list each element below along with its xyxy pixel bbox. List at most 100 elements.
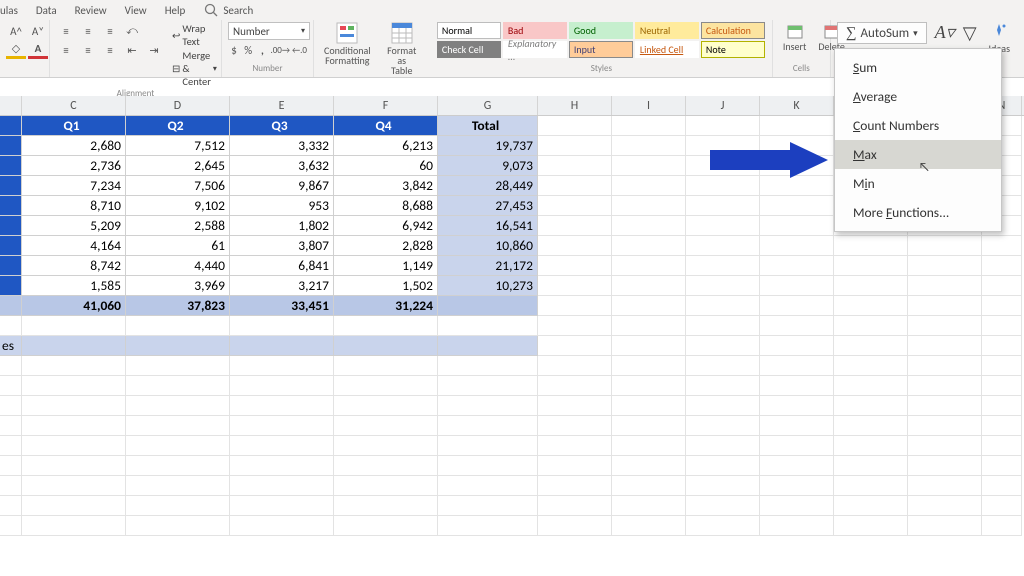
data-cell[interactable]: 8,742 <box>22 256 126 276</box>
cell-empty[interactable] <box>538 196 612 216</box>
data-cell[interactable]: 2,736 <box>22 156 126 176</box>
cell-style-neutral[interactable]: Neutral <box>635 22 699 39</box>
cell-empty[interactable] <box>760 336 834 356</box>
cell-empty[interactable] <box>686 256 760 276</box>
cell-empty[interactable] <box>760 396 834 416</box>
tab-review[interactable]: Review <box>75 4 107 17</box>
cell-empty[interactable] <box>834 276 908 296</box>
cell-empty[interactable] <box>686 116 760 136</box>
autosum-item-min[interactable]: Min <box>835 169 1001 198</box>
cell-empty[interactable] <box>760 316 834 336</box>
header-cell[interactable]: Q4 <box>334 116 438 136</box>
cell-empty[interactable] <box>760 276 834 296</box>
data-cell[interactable]: 2,828 <box>334 236 438 256</box>
total-cell[interactable]: 19,737 <box>438 136 538 156</box>
cell-empty[interactable] <box>612 376 686 396</box>
cell-empty[interactable] <box>908 396 982 416</box>
cell-empty[interactable] <box>982 396 1022 416</box>
cell-empty[interactable] <box>612 236 686 256</box>
cell-empty[interactable] <box>612 296 686 316</box>
cell-empty[interactable] <box>760 296 834 316</box>
indent-dec-icon[interactable]: ⇤ <box>122 41 142 59</box>
cell-empty[interactable] <box>982 376 1022 396</box>
cell-empty[interactable] <box>686 416 760 436</box>
merge-center-button[interactable]: ⊟Merge & Center▾ <box>172 49 217 88</box>
cell-empty[interactable] <box>612 156 686 176</box>
cell-empty[interactable] <box>982 436 1022 456</box>
cell-empty[interactable] <box>908 336 982 356</box>
cell-empty[interactable] <box>538 276 612 296</box>
cell-empty[interactable] <box>686 496 760 516</box>
cell-empty[interactable] <box>538 256 612 276</box>
cell-empty[interactable] <box>834 316 908 336</box>
cell-empty[interactable] <box>760 376 834 396</box>
header-cell[interactable]: Q2 <box>126 116 230 136</box>
data-cell[interactable]: 4,440 <box>126 256 230 276</box>
cell-empty[interactable] <box>686 236 760 256</box>
cell-empty[interactable] <box>686 516 760 536</box>
total-cell[interactable]: 28,449 <box>438 176 538 196</box>
cell-empty[interactable] <box>612 476 686 496</box>
cell-empty[interactable] <box>760 476 834 496</box>
cell-empty[interactable] <box>982 336 1022 356</box>
align-left-icon[interactable]: ≡ <box>56 41 76 59</box>
cell-style-check-cell[interactable]: Check Cell <box>437 41 501 58</box>
data-cell[interactable]: 2,680 <box>22 136 126 156</box>
cell-style-input[interactable]: Input <box>569 41 633 58</box>
cell-empty[interactable] <box>908 236 982 256</box>
cell-empty[interactable] <box>760 116 834 136</box>
cell-empty[interactable] <box>612 316 686 336</box>
align-middle-icon[interactable]: ≡ <box>78 22 98 40</box>
cell-empty[interactable] <box>686 396 760 416</box>
data-cell[interactable]: 1,149 <box>334 256 438 276</box>
cell-empty[interactable] <box>834 516 908 536</box>
cell-empty[interactable] <box>834 336 908 356</box>
data-cell[interactable]: 5,209 <box>22 216 126 236</box>
cell-empty[interactable] <box>538 436 612 456</box>
cell-empty[interactable] <box>686 476 760 496</box>
cell-empty[interactable] <box>686 336 760 356</box>
decrease-decimal-icon[interactable]: ←.0 <box>292 41 307 59</box>
number-format-dropdown[interactable]: Number▾ <box>228 22 310 40</box>
data-cell[interactable] <box>230 336 334 356</box>
cell-style-note[interactable]: Note <box>701 41 765 58</box>
decrease-font-icon[interactable]: A˅ <box>28 22 48 40</box>
cell-empty[interactable] <box>612 196 686 216</box>
cell-empty[interactable] <box>982 296 1022 316</box>
cell-empty[interactable] <box>686 436 760 456</box>
clear-filter-icon[interactable]: A▿ <box>935 22 955 43</box>
data-cell[interactable]: 7,512 <box>126 136 230 156</box>
cell-empty[interactable] <box>760 216 834 236</box>
data-cell[interactable] <box>334 336 438 356</box>
data-cell[interactable]: 7,506 <box>126 176 230 196</box>
cell-empty[interactable] <box>982 356 1022 376</box>
align-top-icon[interactable]: ≡ <box>56 22 76 40</box>
cell-style-linked-cell[interactable]: Linked Cell <box>635 41 699 58</box>
font-color-icon[interactable]: A <box>28 41 48 59</box>
cell-empty[interactable] <box>834 436 908 456</box>
total-cell[interactable]: 9,073 <box>438 156 538 176</box>
cell-empty[interactable] <box>612 516 686 536</box>
header-cell[interactable]: Q3 <box>230 116 334 136</box>
data-cell[interactable]: 7,234 <box>22 176 126 196</box>
align-center-icon[interactable]: ≡ <box>78 41 98 59</box>
data-cell[interactable]: 9,867 <box>230 176 334 196</box>
cell-empty[interactable] <box>908 376 982 396</box>
data-cell[interactable] <box>126 336 230 356</box>
cell-empty[interactable] <box>686 316 760 336</box>
data-cell[interactable]: 60 <box>334 156 438 176</box>
cell-empty[interactable] <box>612 356 686 376</box>
cell-empty[interactable] <box>760 516 834 536</box>
data-cell[interactable]: 2,645 <box>126 156 230 176</box>
data-cell[interactable]: 9,102 <box>126 196 230 216</box>
tab-data[interactable]: Data <box>36 4 57 17</box>
data-cell[interactable]: 8,688 <box>334 196 438 216</box>
cell-empty[interactable] <box>538 516 612 536</box>
cell-style-explanatory-[interactable]: Explanatory ... <box>503 41 567 58</box>
total-cell[interactable]: 21,172 <box>438 256 538 276</box>
fill-color-icon[interactable]: ◇ <box>6 41 26 59</box>
totals-cell[interactable]: 37,823 <box>126 296 230 316</box>
cell-empty[interactable] <box>612 416 686 436</box>
cell-empty[interactable] <box>612 436 686 456</box>
data-cell[interactable]: 3,842 <box>334 176 438 196</box>
